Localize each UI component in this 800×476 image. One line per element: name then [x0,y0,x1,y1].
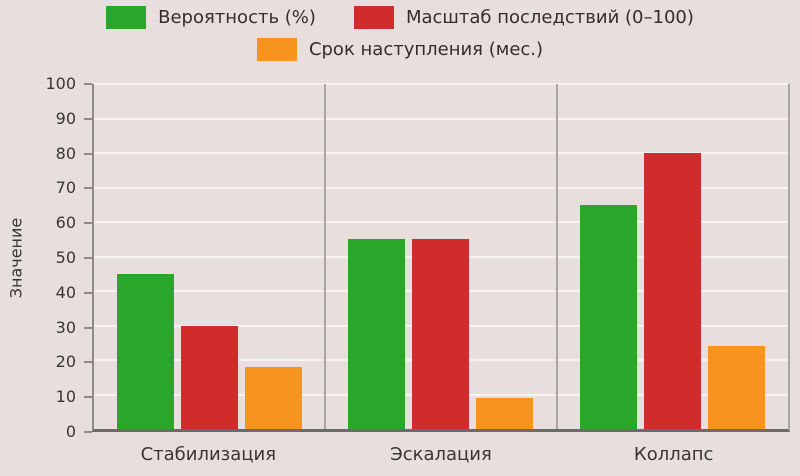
gridline [94,221,788,223]
y-axis: 0 10 20 30 40 50 60 70 80 90 100 [0,75,92,441]
bar-group-3 [557,84,788,429]
y-tick-mark [84,83,92,85]
x-axis: Стабилизация Эскалация Коллапс [92,440,790,468]
y-tick-label: 50 [55,248,76,267]
gridline [94,117,788,120]
y-tick-label: 100 [45,74,76,93]
y-tick-label: 10 [55,387,76,407]
y-tick-label: 20 [55,352,76,372]
bar-group-1 [94,84,325,429]
bar-series [94,84,788,429]
bar [579,204,637,429]
legend-label: Срок наступления (мес.) [308,39,544,60]
bar [412,239,470,429]
bar [476,397,534,429]
bar [707,346,765,429]
gridline [94,83,788,85]
y-tick-label: 60 [55,213,76,233]
plot-area [92,83,790,432]
y-tick-mark [84,396,92,399]
x-category-label: Стабилизация [140,443,277,465]
group-separators [94,84,788,429]
bar [117,273,175,429]
y-tick-label: 70 [55,178,76,198]
y-tick-mark [84,117,92,120]
legend-swatch [353,6,394,29]
group-separator [324,84,327,429]
bar [643,153,701,429]
y-tick-label: 30 [55,317,76,337]
y-tick-label: 80 [55,143,76,163]
y-tick-mark [84,222,92,225]
x-category-label: Эскалация [390,443,492,465]
y-tick-label: 0 [65,422,76,441]
bar [348,239,406,429]
y-tick-mark [84,257,92,259]
legend-swatch [106,6,147,29]
y-tick-mark [84,187,92,190]
legend-swatch [256,38,297,61]
legend-item: Срок наступления (мес.) [256,38,544,61]
y-tick-mark [84,326,92,329]
y-tick-label: 90 [55,108,76,128]
bar [181,325,239,429]
bar-group-2 [325,84,556,429]
legend-label: Масштаб последствий (0–100) [405,7,694,28]
y-tick-mark [84,291,92,294]
bar [245,366,303,429]
chart-legend: Вероятность (%) Масштаб последствий (0–10… [70,6,730,61]
x-category-label: Коллапс [633,443,714,465]
y-tick-mark [84,361,92,364]
y-tick-label: 40 [55,282,76,302]
legend-item: Масштаб последствий (0–100) [353,6,694,29]
legend-label: Вероятность (%) [158,7,316,28]
gridline [94,152,788,154]
group-separator [555,84,558,429]
gridline [94,186,788,189]
legend-item: Вероятность (%) [106,6,316,29]
y-tick-mark [84,431,92,433]
y-tick-mark [84,152,92,155]
